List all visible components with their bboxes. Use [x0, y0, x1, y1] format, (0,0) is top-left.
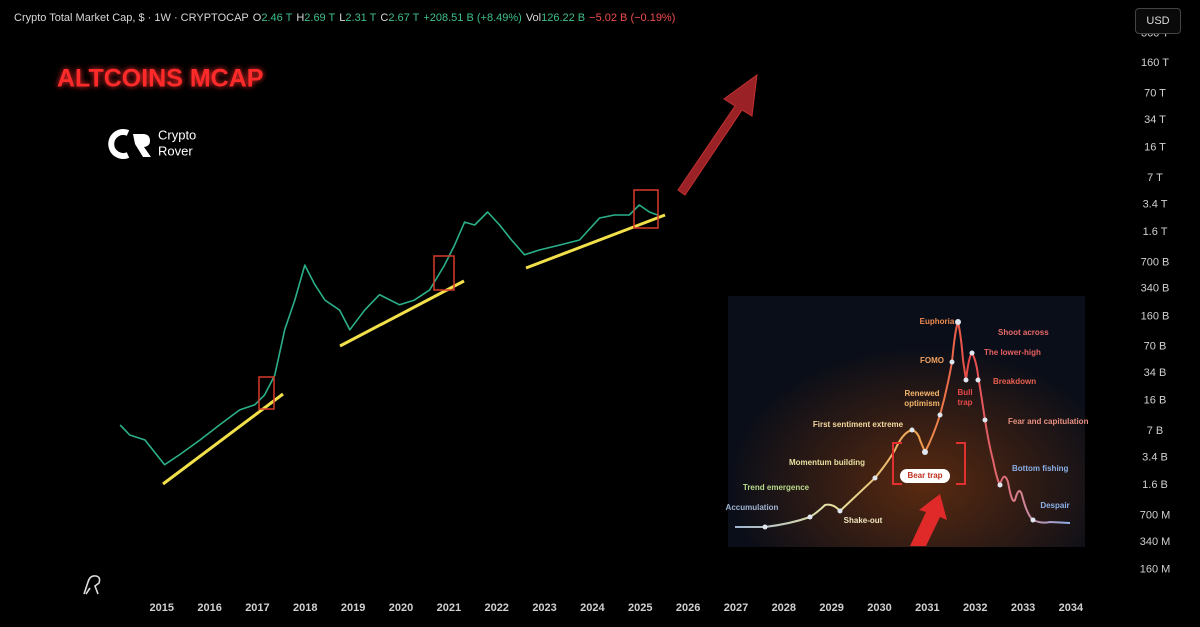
x-tick-label: 2027 [724, 602, 748, 614]
highlight-box [633, 189, 659, 229]
cycle-label: Renewed [904, 389, 939, 398]
cycle-label: Euphoria [920, 317, 955, 326]
x-tick-label: 2022 [484, 602, 508, 614]
y-tick-label: 34 B [1144, 367, 1167, 379]
volume-value: 126.22 B [541, 12, 586, 24]
plot-area [119, 204, 658, 466]
logo-text: Rover [158, 143, 193, 158]
y-tick-label: 340 M [1140, 536, 1171, 548]
tv-logo [83, 575, 101, 595]
ohlc: L2.31 T [339, 12, 376, 24]
y-tick-label: 16 B [1144, 395, 1167, 407]
y-tick-label: 700 B [1141, 256, 1170, 268]
bear-trap-bracket [892, 442, 966, 485]
cycle-label: First sentiment extreme [813, 420, 904, 429]
logo-text: Crypto [158, 127, 196, 142]
x-tick-label: 2023 [532, 602, 556, 614]
cycle-label: The lower-high [984, 348, 1041, 357]
y-tick-label: 7 T [1147, 172, 1163, 184]
ohlc-value: 2.46 T [261, 12, 293, 24]
cycle-label: Bear trap [907, 471, 942, 480]
cycle-label: Despair [1040, 501, 1069, 510]
x-tick-label: 2019 [341, 602, 365, 614]
y-tick-label: 700 M [1140, 509, 1171, 521]
cycle-label: Trend emergence [743, 483, 810, 492]
x-tick-label: 2016 [197, 602, 221, 614]
volume: Vol126.22 B [526, 12, 585, 24]
cycle-label: Shake-out [844, 516, 883, 525]
price-line [119, 204, 658, 466]
volume-change: −5.02 B (−0.19%) [589, 12, 676, 24]
x-tick-label: 2024 [580, 602, 605, 614]
x-tick-label: 2033 [1011, 602, 1035, 614]
cycle-label: Shoot across [998, 328, 1049, 337]
cycle-label: FOMO [920, 356, 944, 365]
inset-arrow [910, 494, 947, 546]
volume-label: Vol [525, 12, 542, 24]
change: +208.51 B (+8.49%) [423, 12, 522, 24]
y-tick-label: 160 B [1141, 310, 1170, 322]
x-tick-label: 2030 [867, 602, 891, 614]
x-tick-label: 2021 [437, 602, 461, 614]
ohlc-label: H [296, 12, 305, 24]
logo: Crypto Rover [108, 127, 196, 159]
x-tick-label: 2029 [819, 602, 843, 614]
x-tick-label: 2017 [245, 602, 269, 614]
y-tick-label: 70 B [1144, 341, 1167, 353]
y-tick-label: 1.6 T [1143, 226, 1168, 238]
ohlc: O2.46 T [253, 12, 293, 24]
cycle-label: Bull [957, 388, 972, 397]
trend-line [162, 392, 284, 486]
y-tick-label: 3.4 T [1143, 198, 1168, 210]
trend-line [339, 279, 465, 348]
y-tick-label: 160 T [1141, 57, 1169, 69]
x-tick-label: 2018 [293, 602, 317, 614]
x-tick-label: 2034 [1059, 602, 1084, 614]
cycle-dots [762, 319, 1036, 530]
ohlc-value: 2.67 T [388, 12, 420, 24]
x-tick-label: 2031 [915, 602, 939, 614]
cycle-curve [735, 318, 1071, 528]
symbol-legend: Crypto Total Market Cap, $ · 1W · CRYPTO… [14, 12, 675, 24]
highlight-box [258, 376, 275, 410]
currency-button[interactable]: USD [1135, 8, 1181, 34]
ohlc-label: C [380, 12, 389, 24]
symbol-name: Crypto Total Market Cap, $ · 1W · CRYPTO… [14, 12, 249, 24]
cycle-label: optimism [904, 399, 940, 408]
cycle-label: Momentum building [789, 458, 865, 467]
x-tick-label: 2015 [149, 602, 173, 614]
ohlc: H2.69 T [296, 12, 335, 24]
ohlc-value: 2.31 T [345, 12, 377, 24]
y-tick-label: 16 T [1144, 142, 1166, 154]
highlight-box [433, 255, 455, 291]
cycle-label: trap [957, 398, 972, 407]
y-tick-label: 340 B [1141, 283, 1170, 295]
ohlc-label: O [252, 12, 262, 24]
y-tick-label: 160 M [1140, 564, 1171, 576]
bear-trap-badge [900, 469, 950, 483]
y-tick-label: 1.6 B [1142, 479, 1168, 491]
cycle-label: Breakdown [993, 377, 1036, 386]
x-tick-label: 2032 [963, 602, 987, 614]
y-tick-label: 34 T [1144, 114, 1166, 126]
ohlc-value: 2.69 T [304, 12, 336, 24]
cycle-label: Bottom fishing [1012, 464, 1069, 473]
ohlc: C2.67 T [380, 12, 419, 24]
ohlc-label: L [339, 12, 346, 24]
trend-line [525, 213, 666, 270]
up-arrow [677, 73, 758, 196]
x-tick-label: 2026 [676, 602, 700, 614]
y-tick-label: 3.4 B [1142, 451, 1168, 463]
cycle-label: Accumulation [726, 503, 779, 512]
x-tick-label: 2020 [389, 602, 413, 614]
cycle-inset: Euphoria Shoot across FOMO The lower-high Re… [726, 296, 1089, 547]
x-tick-label: 2025 [628, 602, 652, 614]
y-tick-label: 7 B [1147, 425, 1164, 437]
cycle-label: Fear and capitulation [1008, 417, 1089, 426]
x-tick-label: 2028 [772, 602, 796, 614]
y-tick-label: 70 T [1144, 87, 1166, 99]
annotation-title: ALTCOINS MCAP [57, 65, 263, 93]
